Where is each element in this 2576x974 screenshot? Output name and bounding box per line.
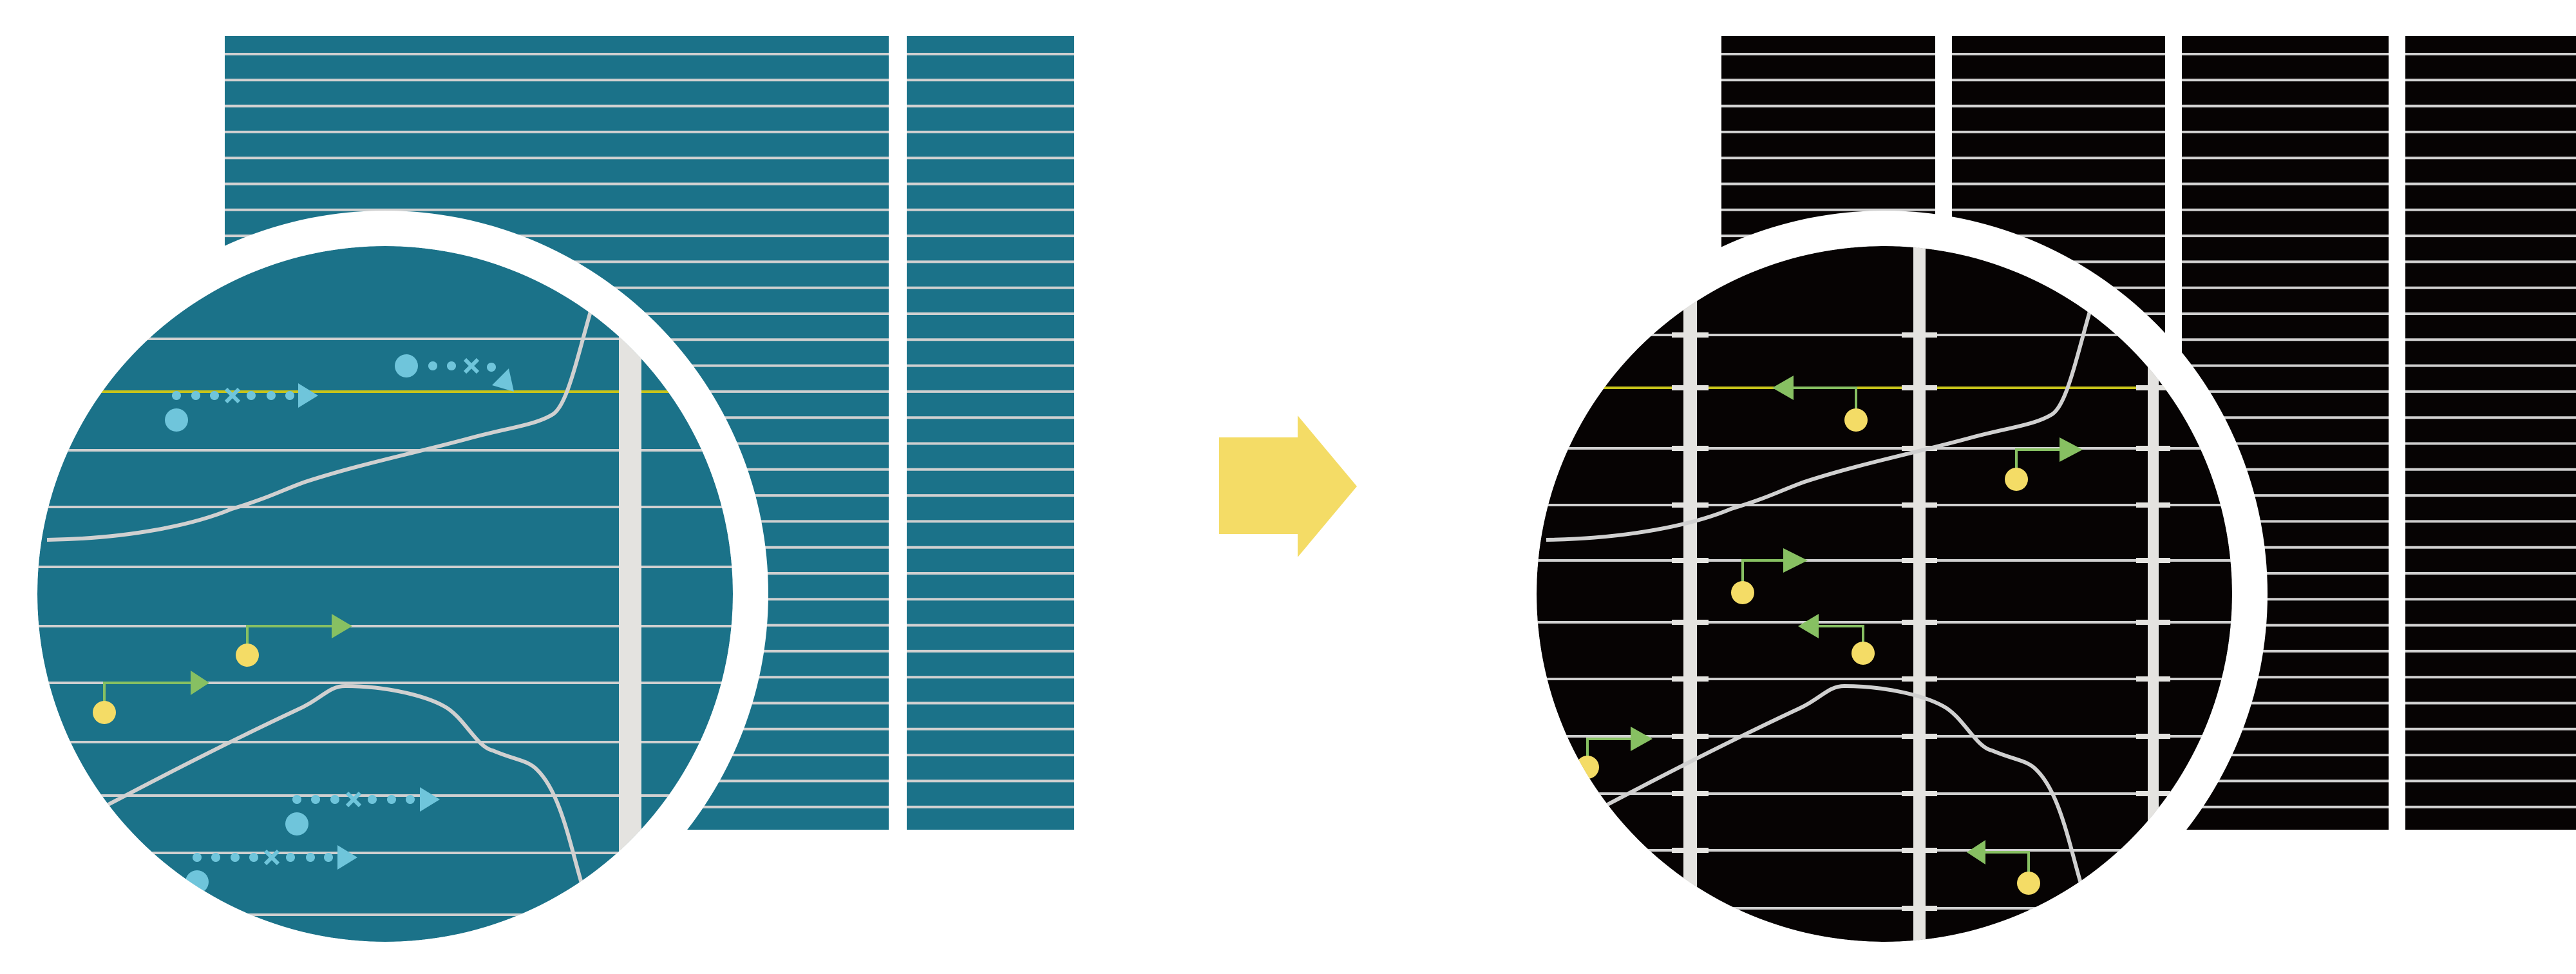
vehicle-trajectory-curve — [1546, 257, 2103, 542]
right-arrow-icon — [191, 671, 209, 695]
divider-tick — [2136, 734, 2170, 739]
vehicle-trajectory-curve — [107, 683, 594, 928]
vehicle-dot — [165, 408, 188, 432]
lane-divider-bar — [2148, 246, 2159, 942]
divider-tick — [1672, 385, 1709, 390]
agent-dot — [1852, 642, 1875, 665]
divider-tick — [1672, 791, 1709, 796]
divider-tick — [1902, 558, 1937, 563]
magnifier-lens — [1537, 246, 2232, 942]
trajectory-dot — [292, 795, 301, 804]
divider-tick — [1902, 446, 1937, 451]
vehicle-trajectory-curve — [1606, 683, 2094, 928]
divider-tick — [1902, 502, 1937, 508]
agent-dot — [93, 701, 116, 724]
divider-tick — [2136, 385, 2170, 390]
divider-tick — [1902, 791, 1937, 796]
divider-tick — [2136, 446, 2170, 451]
vehicle-dot — [285, 812, 308, 836]
trajectory-dot — [172, 391, 181, 400]
road-segment — [2405, 36, 2576, 830]
before-magnifier — [2, 211, 768, 974]
divider-tick — [2136, 620, 2170, 625]
left-arrow-icon — [1772, 376, 1794, 400]
trajectory-dot — [286, 853, 295, 862]
trajectory-dot — [387, 795, 396, 804]
trajectory-dot — [231, 853, 240, 862]
agent-dot — [2017, 872, 2040, 895]
trajectory-dot — [210, 391, 219, 400]
trajectory-dot — [191, 391, 200, 400]
trajectory-dot — [193, 853, 202, 862]
transition-arrow-icon — [1219, 415, 1357, 557]
divider-tick — [1672, 446, 1709, 451]
divider-tick — [1902, 620, 1937, 625]
after-magnifier — [1501, 211, 2268, 974]
right-arrow-icon — [420, 787, 440, 812]
trajectory-dot — [285, 391, 294, 400]
right-arrow-icon — [1783, 548, 1808, 573]
trajectory-dot — [406, 795, 415, 804]
trajectory-dot — [487, 363, 496, 372]
trajectory-dot — [306, 853, 315, 862]
agent-dot — [2005, 468, 2028, 491]
left-arrow-icon — [1967, 840, 1985, 864]
trajectory-dot — [447, 361, 456, 370]
divider-tick — [2136, 502, 2170, 508]
trajectory-dot — [267, 391, 276, 400]
before-zoom-content — [37, 257, 733, 942]
divider-tick — [1672, 848, 1709, 853]
divider-tick — [1902, 676, 1937, 682]
divider-tick — [1672, 620, 1709, 625]
cross-marker-icon — [463, 358, 480, 374]
magnifier-lens — [37, 246, 733, 942]
right-arrow-icon — [332, 614, 352, 638]
trajectory-dot — [247, 391, 256, 400]
divider-tick — [2136, 558, 2170, 563]
divider-tick — [1672, 502, 1709, 508]
divider-tick — [1672, 558, 1709, 563]
trajectory-dot — [330, 795, 339, 804]
divider-tick — [1672, 676, 1709, 682]
right-arrow-icon — [2060, 437, 2083, 462]
divider-tick — [1902, 734, 1937, 739]
cross-marker-icon — [263, 849, 280, 866]
divider-tick — [2136, 791, 2170, 796]
vehicle-trajectory-curve — [46, 257, 604, 542]
right-arrow-icon — [337, 845, 357, 870]
cross-marker-icon — [224, 387, 241, 404]
lane-divider-bar — [1913, 246, 1926, 942]
divider-tick — [1672, 332, 1709, 338]
divider-tick — [2136, 676, 2170, 682]
trajectory-dot — [249, 853, 258, 862]
trajectory-dot — [428, 361, 437, 370]
right-arrow-icon — [1631, 727, 1653, 751]
after-zoom-content — [1537, 246, 2232, 942]
agent-dot — [236, 644, 259, 667]
divider-tick — [1902, 848, 1937, 853]
divider-tick — [1902, 332, 1937, 338]
divider-tick — [1902, 385, 1937, 390]
right-arrow-icon — [298, 383, 318, 408]
trajectory-dot — [211, 853, 220, 862]
vehicle-dot — [395, 354, 418, 377]
divider-tick — [2136, 906, 2170, 911]
road-segment — [907, 36, 1074, 830]
down-right-arrow-icon — [492, 368, 514, 392]
trajectory-dot — [311, 795, 320, 804]
divider-tick — [1672, 734, 1709, 739]
lane-divider-bar — [1683, 246, 1697, 942]
agent-dot — [1731, 581, 1754, 604]
trajectory-dot — [324, 853, 333, 862]
trajectory-dot — [368, 795, 377, 804]
agent-dot — [1844, 408, 1868, 432]
divider-tick — [1902, 906, 1937, 911]
cross-marker-icon — [345, 791, 362, 808]
left-arrow-icon — [1798, 614, 1819, 638]
